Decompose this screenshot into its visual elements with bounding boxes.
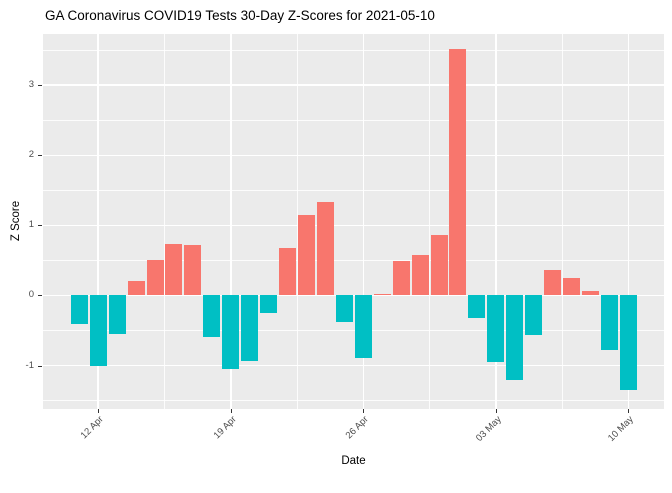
bar-positive bbox=[146, 260, 164, 296]
bar-positive bbox=[127, 281, 145, 296]
bar-positive bbox=[430, 235, 448, 296]
chart-title: GA Coronavirus COVID19 Tests 30-Day Z-Sc… bbox=[45, 8, 435, 23]
gridline-major-v bbox=[230, 34, 232, 409]
gridline-minor-v bbox=[429, 34, 431, 409]
bar-negative bbox=[222, 295, 240, 370]
bar-positive bbox=[165, 243, 183, 296]
gridline-major-v bbox=[362, 34, 365, 409]
gridline-minor-h bbox=[43, 49, 664, 51]
y-tick-mark bbox=[38, 85, 42, 87]
x-tick-mark bbox=[98, 409, 100, 413]
y-tick-mark bbox=[38, 295, 42, 297]
bar-negative bbox=[70, 295, 88, 325]
bar-negative bbox=[241, 295, 259, 361]
x-tick-mark bbox=[230, 409, 232, 413]
x-axis-title: Date bbox=[341, 455, 366, 467]
bar-positive bbox=[373, 294, 391, 296]
bar-negative bbox=[335, 295, 353, 323]
y-tick-label: 1 bbox=[28, 219, 34, 231]
x-tick-mark bbox=[363, 409, 365, 413]
x-tick-mark bbox=[495, 409, 497, 413]
bar-negative bbox=[354, 295, 372, 358]
bar-negative bbox=[260, 295, 278, 313]
x-tick-label: 26 Apr bbox=[343, 414, 372, 442]
y-tick-mark bbox=[38, 155, 42, 157]
gridline-major-v bbox=[97, 34, 99, 409]
bar-negative bbox=[203, 295, 221, 337]
x-tick-mark bbox=[628, 409, 630, 413]
bar-positive bbox=[449, 48, 467, 296]
bar-negative bbox=[506, 295, 524, 381]
bar-negative bbox=[525, 295, 543, 336]
gridline-major-h bbox=[43, 294, 664, 297]
bar-positive bbox=[411, 255, 429, 296]
x-tick-label: 12 Apr bbox=[78, 414, 107, 442]
bar-positive bbox=[184, 244, 202, 296]
gridline-major-v bbox=[495, 34, 497, 409]
gridline-minor-h bbox=[43, 400, 664, 402]
bar-positive bbox=[279, 247, 297, 296]
bar-positive bbox=[544, 270, 562, 296]
gridline-major-h bbox=[43, 84, 664, 86]
bar-positive bbox=[316, 201, 334, 296]
y-tick-label: 3 bbox=[28, 79, 34, 91]
x-tick-label: 10 May bbox=[606, 414, 637, 444]
y-tick-mark bbox=[38, 225, 42, 227]
gridline-minor-v bbox=[163, 34, 165, 409]
bar-negative bbox=[108, 295, 126, 334]
bar-positive bbox=[581, 290, 599, 296]
gridline-minor-h bbox=[43, 189, 664, 191]
bar-positive bbox=[563, 277, 581, 296]
x-tick-label: 19 Apr bbox=[211, 414, 239, 442]
x-tick-label: 03 May bbox=[473, 414, 504, 444]
plot-panel bbox=[43, 34, 664, 409]
y-tick-label: 0 bbox=[28, 289, 34, 301]
bar-positive bbox=[392, 261, 410, 296]
gridline-major-h bbox=[43, 154, 664, 156]
gridline-minor-v bbox=[561, 34, 563, 409]
gridline-major-h bbox=[43, 224, 664, 227]
y-tick-mark bbox=[38, 365, 42, 367]
bar-negative bbox=[600, 295, 618, 351]
bar-positive bbox=[297, 214, 315, 296]
chart-figure: GA Coronavirus COVID19 Tests 30-Day Z-Sc… bbox=[10, 8, 664, 467]
gridline-minor-h bbox=[43, 259, 664, 261]
bar-negative bbox=[89, 295, 107, 366]
bar-negative bbox=[468, 295, 486, 318]
gridline-major-h bbox=[43, 364, 664, 367]
gridline-minor-h bbox=[43, 119, 664, 121]
y-tick-label: 2 bbox=[28, 149, 34, 161]
y-tick-label: -1 bbox=[25, 359, 34, 371]
gridline-minor-v bbox=[296, 34, 298, 409]
gridline-minor-h bbox=[43, 329, 664, 331]
bar-negative bbox=[619, 295, 637, 391]
bar-negative bbox=[487, 295, 505, 363]
gridline-major-v bbox=[627, 34, 630, 409]
